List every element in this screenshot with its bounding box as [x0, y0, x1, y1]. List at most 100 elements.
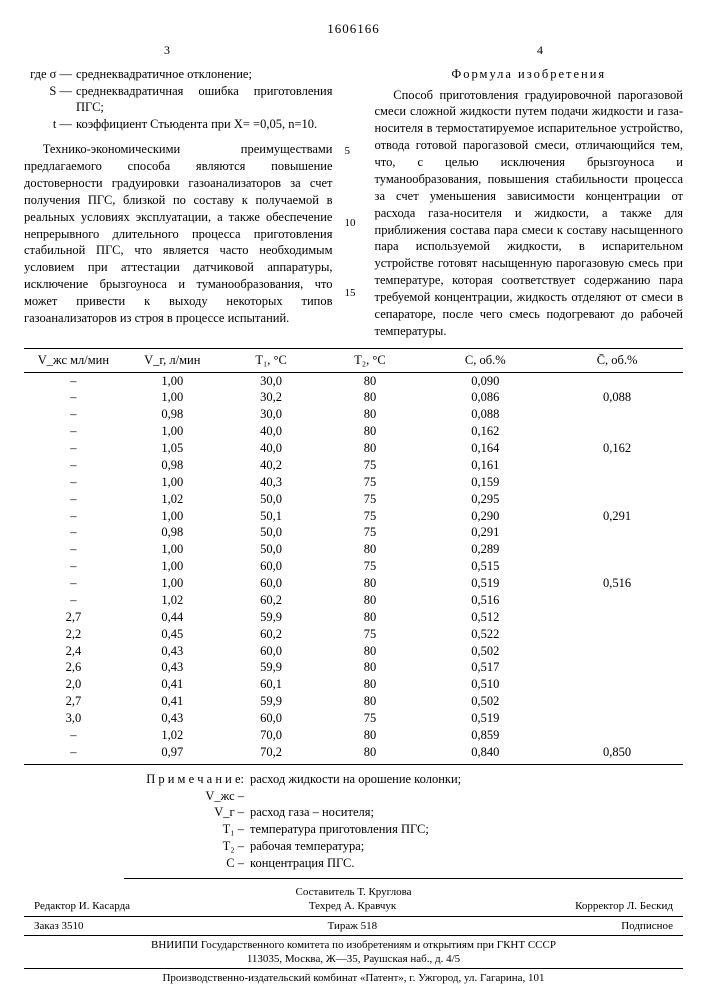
table-cell: 0,088 — [419, 406, 551, 423]
right-column: Формула изобретения Способ приготовления… — [375, 66, 684, 342]
table-cell: 2,2 — [24, 626, 123, 643]
table-cell: 0,515 — [419, 558, 551, 575]
def-symbol: где σ — — [24, 66, 76, 83]
table-cell: 0,088 — [551, 389, 683, 406]
notes-row: V_г – расход газа – носителя; — [124, 804, 683, 821]
table-cell: 0,840 — [419, 744, 551, 764]
table-cell: 40,0 — [222, 440, 321, 457]
table-cell: – — [24, 372, 123, 389]
table-row: –0,9850,0750,291 — [24, 524, 683, 541]
col-header: T₂, °C — [321, 348, 420, 372]
order: Заказ 3510 — [34, 919, 84, 933]
table-cell: 1,00 — [123, 423, 222, 440]
credits-row: Заказ 3510 Тираж 518 Подписное — [24, 919, 683, 933]
divider — [24, 968, 683, 969]
left-paragraph: Технико-экономическими преимуществами пр… — [24, 141, 333, 327]
credits-row: Редактор И. Касарда Техред А. Кравчук Ко… — [24, 899, 683, 913]
table-row: –1,0250,0750,295 — [24, 491, 683, 508]
table-cell: 0,43 — [123, 659, 222, 676]
table-cell: – — [24, 508, 123, 525]
table-cell: 60,0 — [222, 710, 321, 727]
table-cell: 0,290 — [419, 508, 551, 525]
table-cell: 0,45 — [123, 626, 222, 643]
col-header: C̄, об.% — [551, 348, 683, 372]
table-cell: 2,7 — [24, 693, 123, 710]
table-cell: 0,522 — [419, 626, 551, 643]
tirage: Тираж 518 — [328, 919, 378, 933]
corrector: Корректор Л. Бескид — [575, 899, 673, 913]
table-cell: 0,162 — [551, 440, 683, 457]
table-row: –1,0260,2800,516 — [24, 592, 683, 609]
table-cell: 0,516 — [551, 575, 683, 592]
table-header-row: V_жс мл/мин V_г, л/мин T₁, °C T₂, °C C, … — [24, 348, 683, 372]
table-cell: 59,9 — [222, 609, 321, 626]
table-cell: 2,6 — [24, 659, 123, 676]
table-cell: 60,1 — [222, 676, 321, 693]
notes-symbol: T₂ – — [124, 838, 250, 855]
table-cell: 3,0 — [24, 710, 123, 727]
table-cell: 0,516 — [419, 592, 551, 609]
table-cell: 75 — [321, 508, 420, 525]
table-row: 2,40,4360,0800,502 — [24, 643, 683, 660]
table-row: 2,00,4160,1800,510 — [24, 676, 683, 693]
table-cell: 80 — [321, 727, 420, 744]
table-cell: 0,519 — [419, 710, 551, 727]
table-cell: 2,7 — [24, 609, 123, 626]
table-row: –0,9830,0800,088 — [24, 406, 683, 423]
table-cell: 80 — [321, 440, 420, 457]
table-cell — [551, 676, 683, 693]
def-row: S — среднеквадратичная ошибка приготовле… — [24, 83, 333, 117]
table-cell: 80 — [321, 541, 420, 558]
col-header: V_жс мл/мин — [24, 348, 123, 372]
table-cell — [551, 491, 683, 508]
def-row: t — коэффициент Стьюдента при X= =0,05, … — [24, 116, 333, 133]
page-left: 3 — [164, 42, 170, 58]
table-cell: 80 — [321, 643, 420, 660]
credits-block: Составитель Т. Круглова Редактор И. Каса… — [24, 885, 683, 986]
table-row: –1,0030,0800,090 — [24, 372, 683, 389]
table-row: –0,9770,2800,8400,850 — [24, 744, 683, 764]
table-cell: 0,512 — [419, 609, 551, 626]
table-cell: 60,0 — [222, 575, 321, 592]
table-cell: 0,291 — [551, 508, 683, 525]
table-cell: 59,9 — [222, 693, 321, 710]
table-cell: 0,159 — [419, 474, 551, 491]
def-text: среднеквадратичное отклонение; — [76, 66, 333, 83]
table-cell: – — [24, 524, 123, 541]
formula-title: Формула изобретения — [375, 66, 684, 83]
table-cell: 0,98 — [123, 457, 222, 474]
table-cell: 80 — [321, 575, 420, 592]
table-cell: 0,162 — [419, 423, 551, 440]
table-cell: 40,2 — [222, 457, 321, 474]
table-cell — [551, 457, 683, 474]
notes-text: рабочая температура; — [250, 838, 683, 855]
table-cell: – — [24, 727, 123, 744]
table-cell: 0,295 — [419, 491, 551, 508]
table-cell — [551, 474, 683, 491]
table-cell — [551, 643, 683, 660]
table-cell: – — [24, 474, 123, 491]
table-row: –1,0030,2800,0860,088 — [24, 389, 683, 406]
body-columns: где σ — среднеквадратичное отклонение; S… — [24, 66, 683, 342]
table-cell: 60,2 — [222, 592, 321, 609]
table-cell — [551, 423, 683, 440]
divider — [24, 935, 683, 936]
table-notes: П р и м е ч а н и е: V_жс – расход жидко… — [124, 771, 683, 879]
table-cell: 80 — [321, 389, 420, 406]
table-cell: 0,43 — [123, 643, 222, 660]
table-cell — [551, 372, 683, 389]
table-cell: 0,41 — [123, 693, 222, 710]
table-cell: 0,519 — [419, 575, 551, 592]
table-cell: 2,4 — [24, 643, 123, 660]
table-cell: 80 — [321, 423, 420, 440]
table-cell: 30,2 — [222, 389, 321, 406]
divider — [24, 916, 683, 917]
table-row: 2,70,4459,9800,512 — [24, 609, 683, 626]
notes-symbol: V_г – — [124, 804, 250, 821]
table-row: 2,60,4359,9800,517 — [24, 659, 683, 676]
table-row: –1,0270,0800,859 — [24, 727, 683, 744]
table-cell: 1,02 — [123, 592, 222, 609]
table-cell: 80 — [321, 592, 420, 609]
notes-symbol: C – — [124, 855, 250, 872]
line-num: 15 — [345, 286, 356, 301]
